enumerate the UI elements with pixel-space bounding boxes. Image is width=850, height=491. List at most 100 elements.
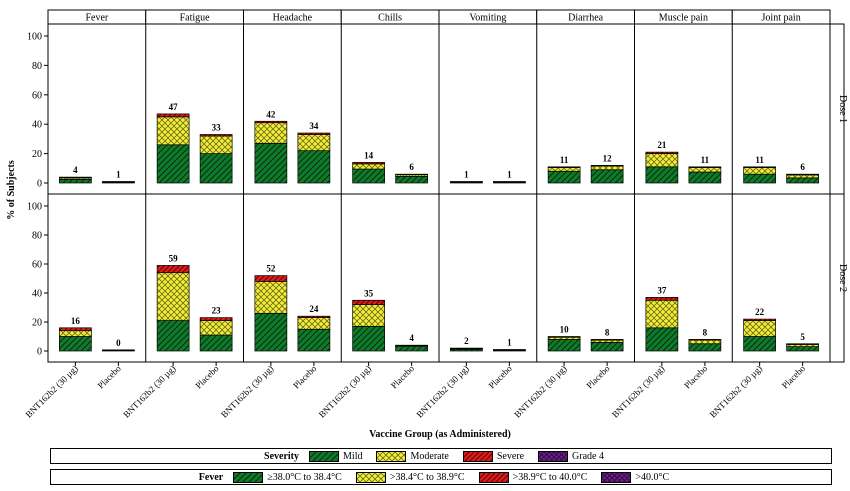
bar-segment-severe — [743, 318, 776, 321]
fever-label-2: >38.4°C to 38.9°C — [389, 471, 465, 483]
bar-total-label: 14 — [364, 150, 374, 160]
bar-total-label: 47 — [169, 102, 179, 112]
bar-total-label: 24 — [309, 304, 319, 314]
severity-legend: Severity Mild Moderate Severe Grade 4 — [50, 448, 832, 464]
bar-segment-moderate — [743, 167, 776, 175]
bar-segment-moderate — [254, 122, 288, 144]
column-header-label: Headache — [273, 13, 313, 24]
bar-segment-mild — [352, 326, 385, 352]
bar-segment-mild — [199, 153, 233, 184]
bar-total-label: 16 — [71, 316, 81, 326]
legend-label-mild: Mild — [343, 450, 363, 462]
legend-item-severe: Severe — [462, 450, 525, 462]
x-tick-label: BNT162b2 (30 µg) — [121, 363, 177, 419]
x-axis-title: Vaccine Group (as Administered) — [369, 429, 511, 440]
y-tick-label: 0 — [37, 347, 42, 358]
bar-segment-severe — [59, 176, 92, 179]
bar-segment-mild — [590, 341, 624, 352]
bar-segment-moderate — [688, 339, 722, 345]
bar-segment-mild — [254, 142, 288, 184]
bar-total-label: 6 — [409, 162, 414, 172]
bar-total-label: 21 — [657, 140, 667, 150]
bar-total-label: 37 — [657, 285, 667, 295]
bar-total-label: 8 — [605, 327, 610, 337]
bar-segment-severe — [786, 343, 819, 345]
bar-segment-severe — [395, 344, 428, 347]
y-tick-label: 40 — [32, 289, 42, 300]
bar-segment-mild — [59, 178, 92, 184]
moderate-swatch — [376, 450, 407, 462]
legend-item-mild: Mild — [309, 450, 363, 462]
y-tick-label: 0 — [37, 179, 42, 190]
bar-segment-moderate — [297, 134, 331, 152]
bar-segment-severe — [297, 132, 331, 135]
x-tick-label: BNT162b2 (30 µg) — [317, 363, 373, 419]
row-strip-label: Dose 1 — [837, 95, 848, 123]
bar-segment-severe — [199, 317, 233, 321]
legend-item-moderate: Moderate — [376, 450, 449, 462]
bar-segment-severe — [590, 339, 624, 341]
bar-segment-severe — [450, 347, 483, 350]
grade4-swatch — [538, 450, 569, 462]
row-strip-1 — [829, 193, 845, 363]
x-tick-label: Placebo — [487, 363, 515, 391]
bar-segment-severe — [254, 275, 288, 282]
legend-label-severe: Severe — [496, 450, 525, 462]
y-tick-label: 40 — [32, 120, 42, 131]
bar-total-label: 1 — [116, 170, 121, 180]
bar-segment-mild — [590, 169, 624, 184]
bar-segment-severe — [645, 297, 679, 301]
bar-segment-mild — [547, 170, 581, 184]
bar-segment-mild — [352, 168, 385, 184]
x-tick-label: Placebo — [584, 363, 612, 391]
bar-total-label: 33 — [212, 122, 222, 132]
fever-item-4: >40.0°C — [601, 471, 669, 483]
bar-segment-moderate — [156, 116, 190, 146]
column-header-label: Joint pain — [762, 13, 801, 24]
legend-label-moderate: Moderate — [410, 450, 449, 462]
bar-total-label: 12 — [603, 153, 613, 163]
bar-total-label: 59 — [169, 253, 179, 263]
bar-segment-mild — [786, 177, 819, 184]
bar-segment-mild — [786, 346, 819, 352]
x-tick-label: BNT162b2 (30 µg) — [414, 363, 470, 419]
bar-segment-severe — [156, 265, 190, 274]
bar-total-label: 0 — [116, 338, 121, 348]
bar-total-label: 4 — [73, 165, 78, 175]
bar-segment-moderate — [688, 167, 722, 173]
bar-segment-severe — [688, 339, 722, 341]
y-axis-title: % of Subjects — [6, 160, 17, 220]
bar-segment-mild — [688, 171, 722, 184]
bar-segment-severe — [395, 173, 428, 176]
x-tick-label: Placebo — [780, 363, 808, 391]
y-tick-label: 20 — [32, 318, 42, 329]
fever-swatch-2 — [355, 471, 386, 483]
bar-segment-moderate — [590, 165, 624, 171]
severe-swatch — [462, 450, 493, 462]
bar-segment-moderate — [645, 153, 679, 168]
fever-item-2: >38.4°C to 38.9°C — [355, 471, 465, 483]
bar-segment-moderate — [743, 320, 776, 337]
fever-item-3: >38.9°C to 40.0°C — [478, 471, 587, 483]
fever-swatch-1 — [233, 471, 264, 483]
bar-segment-mild — [645, 327, 679, 352]
bar-segment-moderate — [199, 135, 233, 154]
bar-segment-moderate — [102, 349, 135, 351]
bar-segment-severe — [743, 166, 776, 168]
bar-segment-mild — [297, 328, 331, 352]
bar-segment-severe — [547, 166, 581, 168]
bar-total-label: 4 — [409, 333, 414, 343]
severity-legend-title: Severity — [264, 450, 300, 462]
bar-segment-severe — [352, 299, 385, 305]
bar-total-label: 11 — [560, 155, 569, 165]
bar-total-label: 1 — [507, 338, 512, 348]
bar-segment-severe — [156, 113, 190, 118]
column-header-label: Fatigue — [180, 13, 211, 24]
bar-segment-mild — [59, 336, 92, 352]
bar-total-label: 10 — [560, 325, 570, 335]
x-tick-label: BNT162b2 (30 µg) — [23, 363, 79, 419]
bar-total-label: 52 — [266, 264, 276, 274]
fever-label-1: ≥38.0°C to 38.4°C — [267, 471, 342, 483]
bar-total-label: 5 — [800, 332, 805, 342]
column-header-label: Vomiting — [469, 13, 506, 24]
